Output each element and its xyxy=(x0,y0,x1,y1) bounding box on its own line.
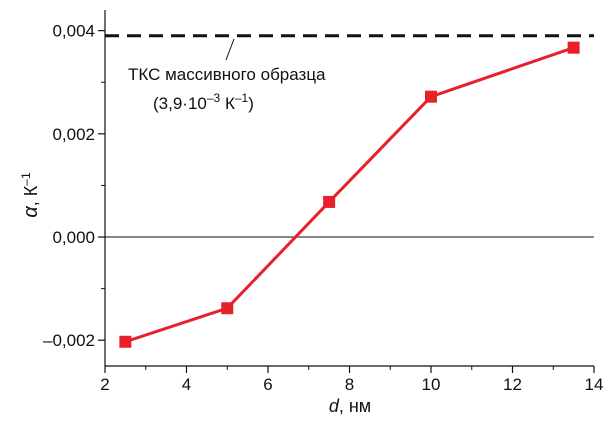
series-markers xyxy=(119,41,580,348)
x-tick-label: 6 xyxy=(263,375,272,394)
annotation-line2-a: (3,9·10 xyxy=(153,94,207,113)
x-ticks: 2 4 6 8 10 12 14 xyxy=(100,366,603,394)
data-point xyxy=(119,335,132,348)
annotation-line1: ТКС массивного образца xyxy=(128,65,326,84)
data-point xyxy=(221,302,234,315)
annotation-line2-c: ) xyxy=(248,94,254,113)
series-line xyxy=(124,46,575,344)
annotation-line2-sup1: –3 xyxy=(207,91,221,105)
data-point xyxy=(567,41,580,54)
y-tick-label: –0,002 xyxy=(43,331,95,350)
x-tick-label: 2 xyxy=(100,375,109,394)
x-axis-label: d, нм xyxy=(329,396,371,416)
y-axis-unit-sup: –1 xyxy=(19,172,33,186)
y-axis-symbol: α xyxy=(20,206,42,218)
data-point xyxy=(425,90,437,103)
annotation-leader xyxy=(225,38,235,61)
plot-frame xyxy=(104,10,594,367)
y-tick-label: 0,000 xyxy=(52,228,95,247)
y-ticks: –0,002 0,000 0,002 0,004 xyxy=(43,22,105,350)
x-axis-symbol: d xyxy=(329,396,340,416)
x-tick-label: 8 xyxy=(345,375,354,394)
x-tick-label: 14 xyxy=(585,375,604,394)
x-axis-unit: , нм xyxy=(339,396,371,416)
y-axis-unit: , К xyxy=(21,185,41,206)
annotation-line2: (3,9·10–3 К–1) xyxy=(153,91,254,113)
y-axis-label: α, К–1 xyxy=(19,172,42,218)
x-tick-label: 12 xyxy=(503,375,522,394)
data-point xyxy=(323,195,336,208)
y-tick-label: 0,004 xyxy=(52,22,95,41)
x-tick-label: 4 xyxy=(182,375,191,394)
y-tick-label: 0,002 xyxy=(52,125,95,144)
x-tick-label: 10 xyxy=(422,375,441,394)
annotation-line2-sup2: –1 xyxy=(235,91,249,105)
annotation-line2-b: К xyxy=(220,94,235,113)
